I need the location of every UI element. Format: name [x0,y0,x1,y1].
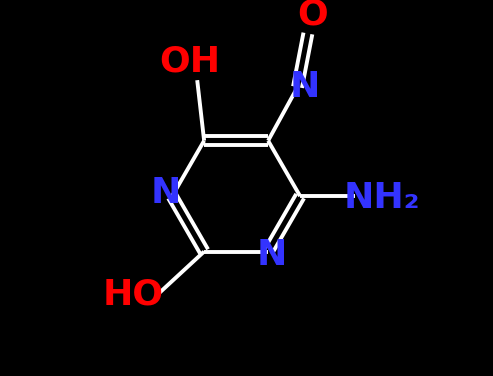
Text: NH₂: NH₂ [343,181,420,215]
Text: N: N [290,70,320,104]
Text: OH: OH [160,44,221,78]
Text: N: N [151,176,181,210]
Text: N: N [256,238,287,272]
Text: HO: HO [103,278,164,312]
Text: O: O [298,0,328,32]
